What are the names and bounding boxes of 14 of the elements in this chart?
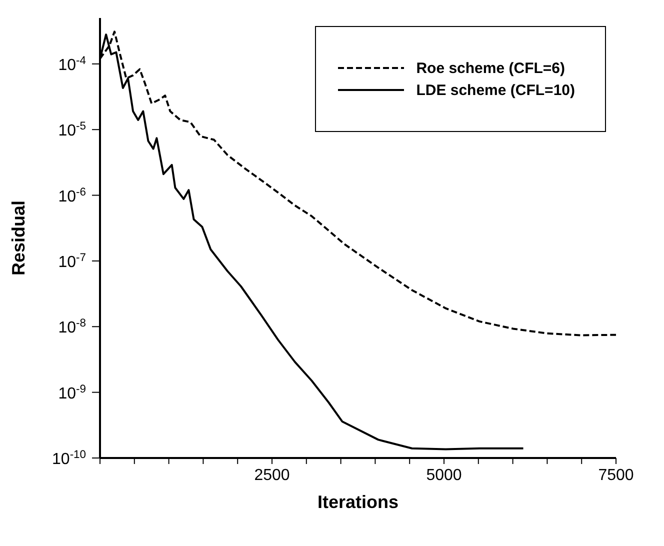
x-tick-label: 5000 bbox=[426, 467, 462, 484]
y-tick-label: 10$^{-8}$ bbox=[58, 318, 86, 337]
y-axis-title: Residual bbox=[8, 200, 28, 276]
legend-label: LDE scheme (CFL=10) bbox=[416, 82, 575, 98]
y-tick-label: 10$^{-9}$ bbox=[58, 383, 86, 402]
legend-label: Roe scheme (CFL=6) bbox=[416, 60, 565, 76]
x-tick-label: 7500 bbox=[598, 467, 634, 484]
x-tick-label: 2500 bbox=[254, 467, 290, 484]
y-tick-label: 10$^{-5}$ bbox=[58, 120, 86, 140]
y-tick-label: 10$^{-6}$ bbox=[58, 186, 86, 206]
x-axis-title: Iterations bbox=[317, 492, 399, 512]
y-tick-label: 10$^{-10}$ bbox=[52, 449, 86, 468]
y-tick-label: 10$^{-7}$ bbox=[58, 252, 86, 271]
y-tick-label: 10$^{-4}$ bbox=[58, 54, 86, 74]
